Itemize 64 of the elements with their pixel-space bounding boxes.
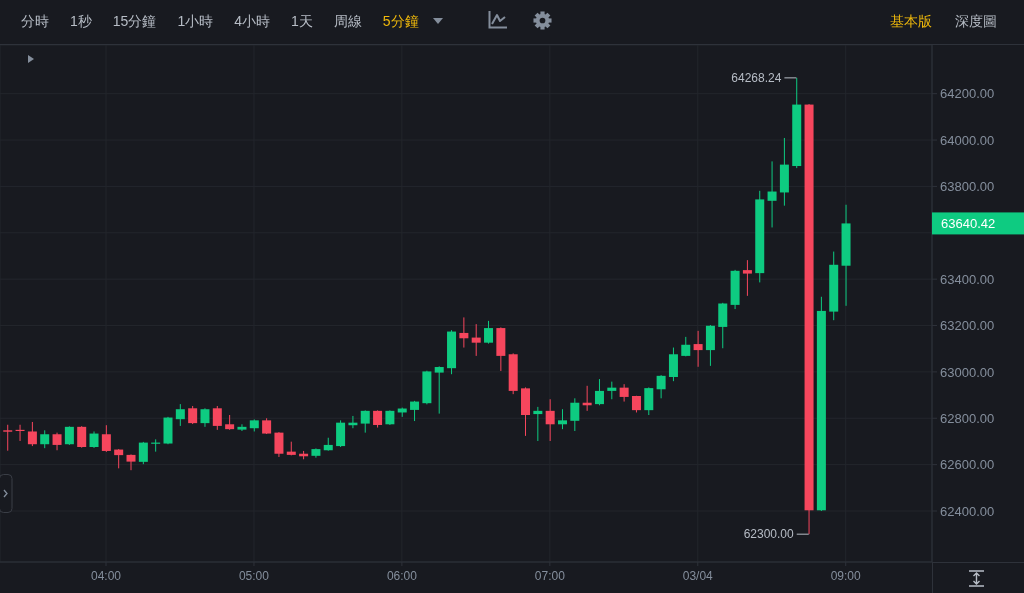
text: 1天 — [290, 12, 313, 30]
y-tick-label: 62400.00 — [940, 503, 995, 519]
annotation: 62300.00 — [743, 527, 795, 542]
candlestick — [274, 431, 284, 458]
x-tick-label: 04:00 — [91, 568, 122, 583]
candlestick — [3, 424, 13, 452]
annotation: 64268.24 — [731, 71, 782, 86]
y-tick-label: 63200.00 — [940, 318, 995, 334]
candlestick — [175, 403, 185, 427]
candlestick — [151, 438, 161, 453]
candlestick — [644, 386, 654, 416]
candlestick — [619, 383, 629, 403]
candlestick — [767, 160, 777, 228]
candlestick — [101, 424, 111, 453]
candlestick — [668, 347, 678, 382]
y-tick-label: 63000.00 — [940, 364, 995, 380]
text: 周線 — [333, 12, 362, 30]
candlestick — [126, 453, 136, 471]
x-tick-label: 05:00 — [238, 568, 270, 583]
candlestick — [594, 378, 604, 406]
candlestick — [742, 259, 752, 297]
text: 1小時 — [177, 12, 214, 30]
text: 5分鐘 — [382, 12, 419, 30]
candlestick — [336, 419, 346, 448]
candlestick — [656, 374, 666, 399]
candlestick — [237, 423, 247, 432]
y-tick-label: 63800.00 — [940, 179, 995, 195]
y-tick-label: 63400.00 — [940, 271, 995, 287]
candlestick — [64, 425, 74, 446]
y-tick-label: 62800.00 — [940, 410, 995, 426]
text: 基本版 — [890, 12, 932, 30]
candlestick — [410, 400, 420, 422]
x-tick-label: 03/04 — [682, 568, 714, 583]
x-tick-label: 07:00 — [534, 568, 566, 583]
candlestick — [545, 398, 555, 442]
candlestick — [693, 330, 703, 368]
text: 63640.42 — [941, 215, 996, 231]
candlestick — [360, 409, 370, 434]
y-tick-label: 62600.00 — [940, 457, 995, 473]
y-tick-label: 64200.00 — [940, 86, 995, 102]
candlestick — [459, 316, 469, 349]
y-tick-label: 64000.00 — [940, 132, 995, 148]
text: 深度圖 — [955, 12, 997, 30]
candlestick — [114, 448, 124, 469]
candlestick — [558, 408, 567, 430]
candlestick — [484, 320, 494, 345]
candlestick — [188, 405, 198, 425]
text: 4小時 — [234, 12, 270, 30]
candlestick — [471, 323, 481, 357]
x-tick-label: 09:00 — [830, 568, 862, 583]
text: 分時 — [21, 12, 49, 30]
candlestick — [200, 407, 210, 428]
candlestick — [533, 406, 543, 442]
candlestick — [718, 302, 728, 349]
text: 1秒 — [70, 12, 92, 30]
x-tick-label: 06:00 — [386, 568, 418, 583]
candlestick — [15, 424, 25, 442]
candlestick — [138, 441, 148, 465]
candlestick — [434, 365, 444, 415]
candlestick — [27, 421, 37, 447]
candlestick — [212, 405, 222, 431]
candlestick — [77, 425, 87, 449]
text: 15分鐘 — [112, 12, 157, 30]
candlestick — [570, 397, 580, 432]
